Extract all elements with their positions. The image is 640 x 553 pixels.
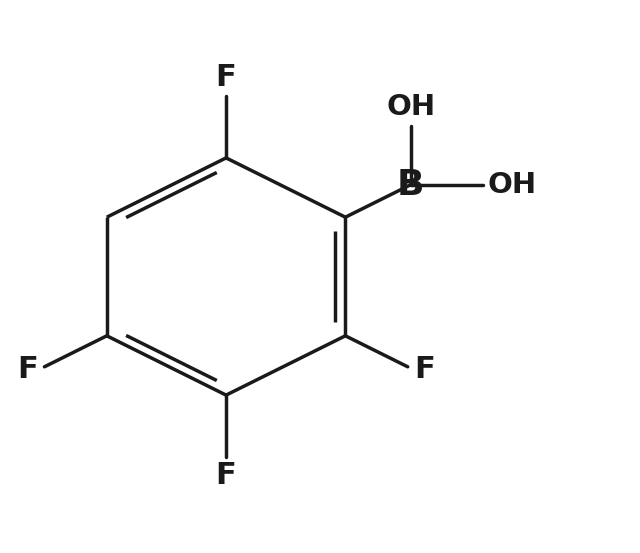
Text: F: F xyxy=(414,355,435,384)
Text: F: F xyxy=(216,461,236,491)
Text: OH: OH xyxy=(387,93,435,122)
Text: OH: OH xyxy=(488,171,537,199)
Text: B: B xyxy=(397,168,424,202)
Text: F: F xyxy=(17,355,38,384)
Text: F: F xyxy=(216,62,236,92)
